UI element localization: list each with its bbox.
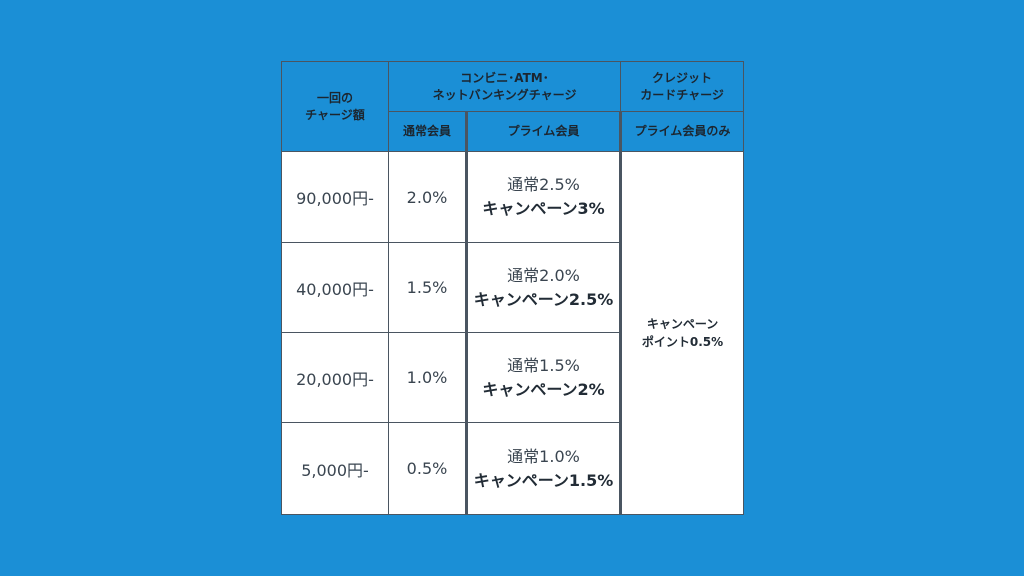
prime-campaign-rate: キャンペーン2%	[482, 379, 605, 399]
header-prime-member: プライム会員	[464, 111, 623, 152]
regular-rate-value: 1.0%	[406, 368, 448, 387]
table-row: 90,000円- 2.0% 通常2.5% キャンペーン3% キャンペーン ポイン…	[281, 151, 745, 515]
amount-cell: 90,000円-	[281, 151, 389, 243]
prime-campaign-rate: キャンペーン1.5%	[473, 470, 614, 490]
prime-campaign-rate: キャンペーン3%	[482, 199, 605, 218]
amount-cell: 20,000円-	[281, 332, 389, 423]
prime-normal-rate: 通常1.0%	[507, 446, 580, 466]
header-prime-member-label: プライム会員	[507, 124, 580, 138]
header-credit: クレジット カードチャージ	[620, 61, 745, 112]
header-charge-amount: 一回の チャージ額	[281, 61, 389, 152]
header-credit-label: クレジット カードチャージ	[640, 70, 724, 102]
amount-value: 5,000円-	[301, 460, 369, 480]
prime-rate-cell: 通常1.0% キャンペーン1.5%	[464, 422, 623, 515]
header-charge-amount-label: 一回の チャージ額	[305, 90, 365, 122]
prime-normal-rate: 通常1.5%	[507, 355, 580, 375]
regular-rate-cell: 0.5%	[388, 422, 467, 515]
prime-normal-rate: 通常2.5%	[507, 175, 580, 194]
table-row: 40,000円- 1.5% 通常2.0% キャンペーン2.5%	[281, 242, 744, 333]
amount-cell: 5,000円-	[281, 422, 389, 515]
amount-value: 20,000円-	[296, 369, 374, 389]
table-row: 5,000円- 0.5% 通常1.0% キャンペーン1.5%	[281, 422, 744, 515]
header-regular-member: 通常会員	[388, 111, 467, 152]
regular-rate-value: 0.5%	[406, 459, 448, 478]
prime-normal-rate: 通常2.0%	[507, 265, 580, 285]
header-regular-member-label: 通常会員	[402, 124, 451, 138]
prime-rate-cell: 通常2.5% キャンペーン3%	[464, 151, 623, 243]
credit-rate-value: キャンペーン ポイント0.5%	[641, 317, 724, 349]
charge-rate-table: 一回の チャージ額 コンビニ･ATM･ ネットバンキングチャージ クレジット カ…	[281, 61, 745, 515]
amount-cell: 40,000円-	[281, 242, 389, 333]
header-prime-only: プライム会員のみ	[620, 111, 745, 152]
amount-value: 40,000円-	[296, 279, 374, 299]
header-convenience: コンビニ･ATM･ ネットバンキングチャージ	[387, 61, 622, 112]
credit-rate-cell: キャンペーン ポイント0.5%	[620, 151, 745, 515]
header-convenience-label: コンビニ･ATM･ ネットバンキングチャージ	[432, 70, 577, 102]
amount-value: 90,000円-	[296, 189, 374, 208]
header-prime-only-label: プライム会員のみ	[634, 124, 731, 138]
prime-rate-cell: 通常1.5% キャンペーン2%	[464, 332, 623, 423]
regular-rate-cell: 1.5%	[388, 242, 467, 333]
regular-rate-cell: 1.0%	[388, 332, 467, 423]
prime-campaign-rate: キャンペーン2.5%	[473, 289, 614, 309]
table-row: 20,000円- 1.0% 通常1.5% キャンペーン2%	[281, 332, 744, 423]
prime-rate-cell: 通常2.0% キャンペーン2.5%	[464, 242, 623, 333]
regular-rate-value: 1.5%	[406, 278, 448, 297]
regular-rate-value: 2.0%	[406, 187, 448, 207]
charge-rate-table-container: 一回の チャージ額 コンビニ･ATM･ ネットバンキングチャージ クレジット カ…	[281, 61, 745, 515]
regular-rate-cell: 2.0%	[388, 151, 467, 243]
